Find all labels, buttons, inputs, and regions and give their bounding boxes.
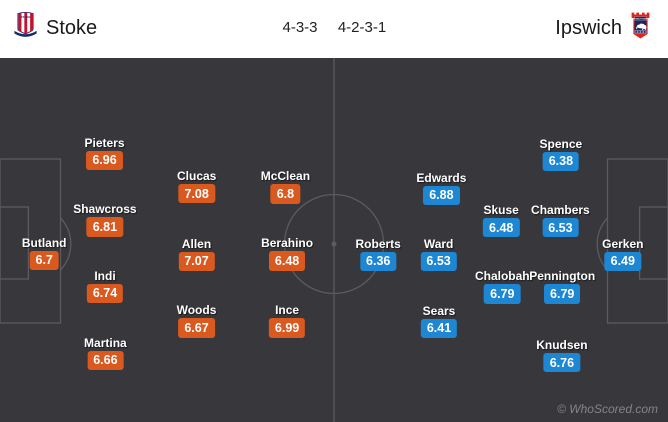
svg-text:STOKE: STOKE xyxy=(21,15,31,19)
svg-text:IPSWICH TOWN: IPSWICH TOWN xyxy=(634,19,648,21)
